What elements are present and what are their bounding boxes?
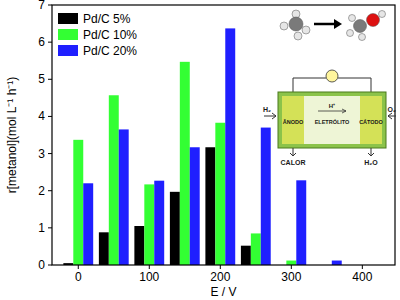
bar: [190, 147, 200, 265]
y-tick: [48, 265, 52, 266]
x-tick-label: 0: [75, 270, 82, 284]
bar: [332, 261, 342, 265]
plot-frame: [52, 5, 395, 265]
bar: [73, 140, 83, 265]
bar: [261, 128, 271, 265]
y-tick-label: 0: [38, 258, 45, 272]
y-tick-label: 1: [38, 221, 45, 235]
atom: [347, 30, 354, 37]
x-tick: [78, 265, 79, 269]
arrow: [388, 113, 396, 119]
anode: [282, 96, 304, 144]
bulb: [326, 70, 338, 82]
atom: [289, 17, 303, 31]
annotation: H₂O: [364, 159, 378, 166]
x-tick-label: 300: [281, 270, 301, 284]
electrolyte: [304, 96, 360, 144]
x-axis-label: E / V: [210, 285, 236, 299]
legend: Pd/C 5% Pd/C 10% Pd/C 20%: [58, 12, 137, 58]
bar: [251, 233, 261, 265]
legend-label: Pd/C 5%: [83, 12, 131, 26]
bar: [225, 28, 235, 265]
annotation: H⁺: [329, 103, 335, 109]
atom: [367, 14, 380, 27]
bar: [144, 184, 154, 265]
wire: [338, 78, 371, 92]
atom: [359, 34, 366, 41]
atom: [280, 22, 288, 30]
annotation: O₂: [387, 106, 396, 113]
annotation: CÁTODO: [359, 119, 383, 125]
wire: [293, 78, 326, 92]
x-tick-label: 100: [139, 270, 159, 284]
y-tick: [48, 5, 52, 6]
y-tick-label: 3: [38, 147, 45, 161]
bar: [119, 129, 129, 265]
arrow: [264, 113, 276, 119]
bar: [205, 147, 215, 265]
x-tick-label: 400: [352, 270, 372, 284]
arrow: [368, 148, 374, 156]
bar: [180, 62, 190, 265]
legend-swatch: [58, 45, 78, 56]
bar: [134, 226, 144, 265]
y-tick-label: 5: [38, 72, 45, 86]
y-tick: [48, 79, 52, 80]
y-tick: [48, 116, 52, 117]
cell-body: [278, 92, 386, 148]
bar: [296, 180, 306, 265]
chart: 0 1 2 3 4 5 6 7 0 100 200 300 400 E / V r[metanol](mol…: [0, 0, 400, 300]
y-tick: [48, 227, 52, 228]
molecule-inset: [280, 10, 386, 41]
y-tick-label: 6: [38, 35, 45, 49]
annotation: H₂: [263, 106, 271, 113]
annotation: CALOR: [281, 159, 306, 166]
atom: [294, 32, 302, 40]
annotation: ELETRÓLITO: [315, 118, 350, 125]
atom: [354, 20, 367, 33]
bar: [109, 95, 119, 265]
x-tick: [149, 265, 150, 269]
bar: [286, 261, 296, 265]
legend-label: Pd/C 20%: [83, 44, 137, 58]
y-axis-label: r[metanol](mol L⁻¹ h⁻¹): [5, 77, 19, 194]
x-tick: [362, 265, 363, 269]
legend-swatch: [58, 29, 78, 40]
y-tick-label: 2: [38, 184, 45, 198]
arrow: [314, 23, 334, 26]
x-tick-label: 200: [210, 270, 230, 284]
atom: [379, 11, 386, 18]
bar: [241, 246, 251, 265]
legend-label: Pd/C 10%: [83, 28, 137, 42]
atom: [302, 26, 310, 34]
x-tick: [291, 265, 292, 269]
bar: [154, 181, 164, 265]
y-tick: [48, 42, 52, 43]
y-tick: [48, 190, 52, 191]
legend-swatch: [58, 13, 78, 24]
chart-root: 0 1 2 3 4 5 6 7 0 100 200 300 400 E / V r[metanol](mol…: [0, 0, 400, 300]
fuel-cell-inset: H₂ O₂ ÂNODO ELETRÓLITO CÁTODO H⁺ CALOR H₂O: [263, 70, 396, 166]
arrow: [290, 148, 296, 156]
arrow-head: [334, 19, 342, 29]
arrow: [318, 109, 346, 113]
bar: [99, 232, 109, 265]
y-tick-label: 4: [38, 109, 45, 123]
y-tick-label: 7: [38, 0, 45, 12]
annotation: ÂNODO: [283, 119, 304, 125]
x-tick: [220, 265, 221, 269]
bar: [83, 183, 93, 265]
atom: [349, 15, 356, 22]
bar: [215, 123, 225, 265]
y-tick: [48, 153, 52, 154]
bar: [170, 192, 180, 265]
